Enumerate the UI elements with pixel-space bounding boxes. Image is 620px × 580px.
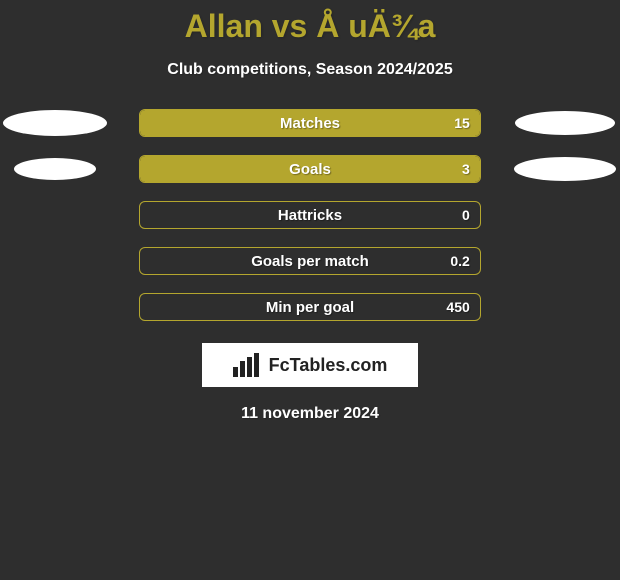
right-ellipse xyxy=(515,111,615,135)
date-text: 11 november 2024 xyxy=(0,405,620,423)
right-side xyxy=(511,157,620,181)
stat-row: Goals3 xyxy=(0,155,620,183)
stat-label: Min per goal xyxy=(140,294,480,320)
right-side xyxy=(511,111,620,135)
stat-label: Goals per match xyxy=(140,248,480,274)
subtitle: Club competitions, Season 2024/2025 xyxy=(0,61,620,79)
stat-value: 15 xyxy=(454,110,470,136)
stat-value: 450 xyxy=(446,294,469,320)
left-side xyxy=(0,158,109,180)
brand-logo-rest: Tables.com xyxy=(290,355,388,375)
stat-row: Goals per match0.2 xyxy=(0,247,620,275)
left-side xyxy=(0,110,109,136)
left-ellipse xyxy=(3,110,107,136)
stat-bar: Hattricks0 xyxy=(139,201,481,229)
infographic-container: Allan vs Å uÄ¾a Club competitions, Seaso… xyxy=(0,0,620,580)
stats-rows: Matches15 Goals3 Hattricks0 Goals per match… xyxy=(0,109,620,321)
brand-logo-box: FcTables.com xyxy=(202,343,418,387)
stat-row: Matches15 xyxy=(0,109,620,137)
brand-logo-text: FcTables.com xyxy=(269,355,388,376)
stat-bar: Goals per match0.2 xyxy=(139,247,481,275)
bars-icon xyxy=(233,353,263,377)
stat-value: 3 xyxy=(462,156,470,182)
stat-label: Goals xyxy=(140,156,480,182)
stat-row: Hattricks0 xyxy=(0,201,620,229)
right-ellipse xyxy=(514,157,616,181)
brand-logo-bold: Fc xyxy=(269,355,290,375)
stat-value: 0.2 xyxy=(450,248,469,274)
stat-bar: Min per goal450 xyxy=(139,293,481,321)
stat-label: Hattricks xyxy=(140,202,480,228)
stat-label: Matches xyxy=(140,110,480,136)
stat-row: Min per goal450 xyxy=(0,293,620,321)
stat-value: 0 xyxy=(462,202,470,228)
page-title: Allan vs Å uÄ¾a xyxy=(0,0,620,45)
stat-bar: Matches15 xyxy=(139,109,481,137)
left-ellipse xyxy=(14,158,96,180)
stat-bar: Goals3 xyxy=(139,155,481,183)
